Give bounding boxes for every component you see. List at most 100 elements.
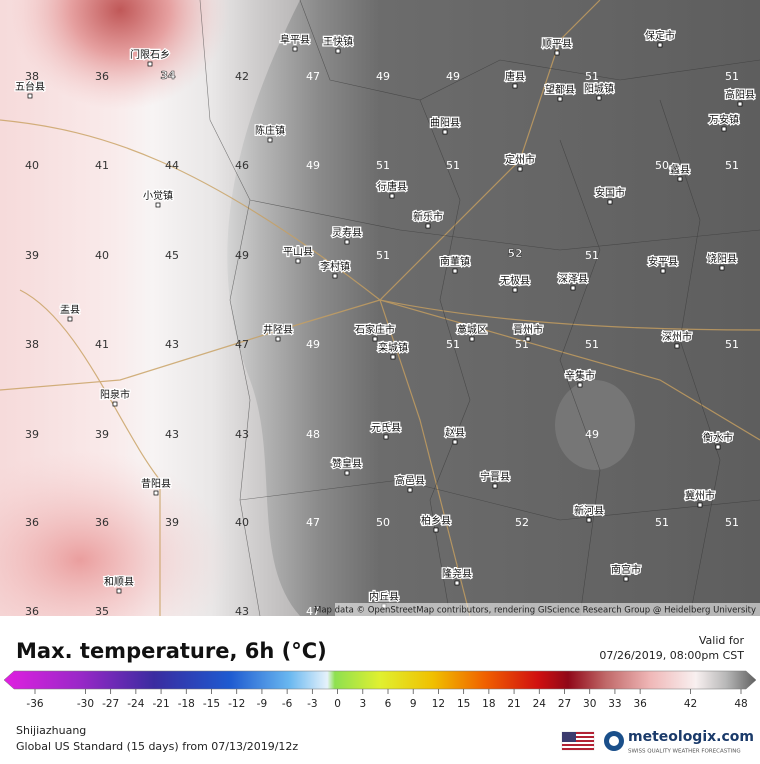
place-marker [657, 42, 663, 48]
place-marker [557, 96, 563, 102]
place-label: 冀州市 [685, 489, 715, 502]
place-marker [452, 268, 458, 274]
place-label: 万安镇 [709, 113, 739, 126]
place-label: 阳城镇 [584, 82, 614, 95]
place-label: 陈庄镇 [255, 124, 285, 137]
place-marker [442, 129, 448, 135]
colorbar-tick-label: 0 [334, 698, 341, 710]
temperature-label: 39 [25, 249, 39, 262]
temperature-label: 36 [95, 516, 109, 529]
temperature-label: 43 [235, 605, 249, 618]
colorbar-tick-label: 12 [432, 698, 445, 710]
place-label: 新乐市 [413, 210, 443, 223]
place-label: 新河县 [574, 504, 604, 517]
temperature-label: 51 [585, 70, 599, 83]
legend-title: Max. temperature, 6h (°C) [16, 639, 327, 663]
temperature-label: 51 [376, 159, 390, 172]
temperature-label: 51 [585, 249, 599, 262]
logo: meteologix.com SWISS QUALITY WEATHER FOR… [604, 729, 754, 755]
place-marker [517, 166, 523, 172]
temperature-label: 51 [725, 516, 739, 529]
location: Shijiazhuang [16, 724, 86, 737]
temperature-label: 34 [160, 69, 176, 82]
place-label: 望都县 [545, 83, 575, 96]
temperature-label: 52 [507, 247, 522, 260]
place-label: 高阳县 [725, 88, 755, 101]
place-marker [116, 588, 122, 594]
temperature-label: 52 [515, 516, 529, 529]
place-label: 灵寿县 [332, 226, 362, 239]
place-marker [721, 126, 727, 132]
colorbar-tick-label: -24 [127, 698, 144, 710]
place-marker [389, 193, 395, 199]
place-marker [383, 434, 389, 440]
place-marker [454, 580, 460, 586]
temperature-label: 46 [235, 159, 249, 172]
colorbar-tick-label: -15 [203, 698, 220, 710]
colorbar-tick-label: -21 [152, 698, 169, 710]
place-label: 阜平县 [280, 33, 310, 46]
place-marker [607, 199, 613, 205]
colorbar-tick-label: 6 [385, 698, 392, 710]
colorbar-tick-label: 24 [533, 698, 547, 710]
colorbar-tick-label: -27 [102, 698, 119, 710]
place-marker [492, 483, 498, 489]
brand: meteologix.com [628, 729, 754, 745]
temperature-label: 35 [95, 605, 109, 618]
temperature-label: 38 [25, 338, 39, 351]
map: 38 36 34 42 47 49 49 51 51 40 41 44 46 49 51 51 50 51 39 40… [0, 0, 760, 618]
place-marker [737, 101, 743, 107]
temperature-label: 47 [306, 70, 320, 83]
model: Global US Standard (15 days) from 07/13/… [16, 740, 298, 753]
place-label: 深泽县 [558, 273, 588, 285]
colorbar-tick-label: -18 [178, 698, 195, 710]
valid-label: Valid for [699, 634, 745, 647]
place-marker [372, 336, 378, 342]
colorbar-tick-label: 3 [359, 698, 366, 710]
place-label: 定州市 [505, 153, 535, 166]
place-marker [344, 239, 350, 245]
colorbar-tick-label: 36 [633, 698, 647, 710]
place-marker [27, 93, 33, 99]
place-marker [153, 490, 159, 496]
place-marker [554, 50, 560, 56]
place-label: 藁城区 [457, 323, 487, 336]
place-label: 南宫市 [611, 563, 641, 576]
place-label: 赞皇县 [332, 457, 362, 470]
place-label: 阳泉市 [100, 388, 130, 401]
place-label: 无极县 [500, 274, 530, 287]
hot-spot [10, 0, 230, 110]
roads [0, 0, 760, 616]
temperature-label: 51 [515, 338, 529, 351]
place-label: 宁晋县 [480, 470, 510, 483]
place-marker [586, 517, 592, 523]
temperature-label: 43 [165, 428, 179, 441]
place-marker [155, 202, 161, 208]
temperature-label: 40 [25, 159, 39, 172]
place-label: 顺平县 [542, 38, 572, 50]
colorbar-tick-label: -9 [257, 698, 267, 710]
place-label: 石家庄市 [355, 323, 395, 336]
temperature-label: 39 [95, 428, 109, 441]
temperature-label: 40 [95, 249, 109, 262]
temperature-label: 49 [446, 70, 460, 83]
place-marker [674, 343, 680, 349]
place-label: 五台县 [15, 80, 45, 93]
place-marker [512, 83, 518, 89]
place-marker [433, 527, 439, 533]
place-marker [596, 95, 602, 101]
temperature-label: 42 [235, 70, 249, 83]
temperature-label: 36 [95, 70, 109, 83]
place-label: 深州市 [662, 330, 692, 343]
temperature-label: 49 [235, 249, 249, 262]
place-marker [292, 46, 298, 52]
place-marker [719, 265, 725, 271]
colorbar-tick-label: -30 [77, 698, 94, 710]
place-marker [267, 137, 273, 143]
place-label: 安平县 [648, 255, 678, 268]
place-label: 高邑县 [395, 474, 425, 487]
temperature-label: 51 [655, 516, 669, 529]
colorbar-tick-label: -12 [228, 698, 245, 710]
colorbar-tick-label: -36 [26, 698, 43, 710]
